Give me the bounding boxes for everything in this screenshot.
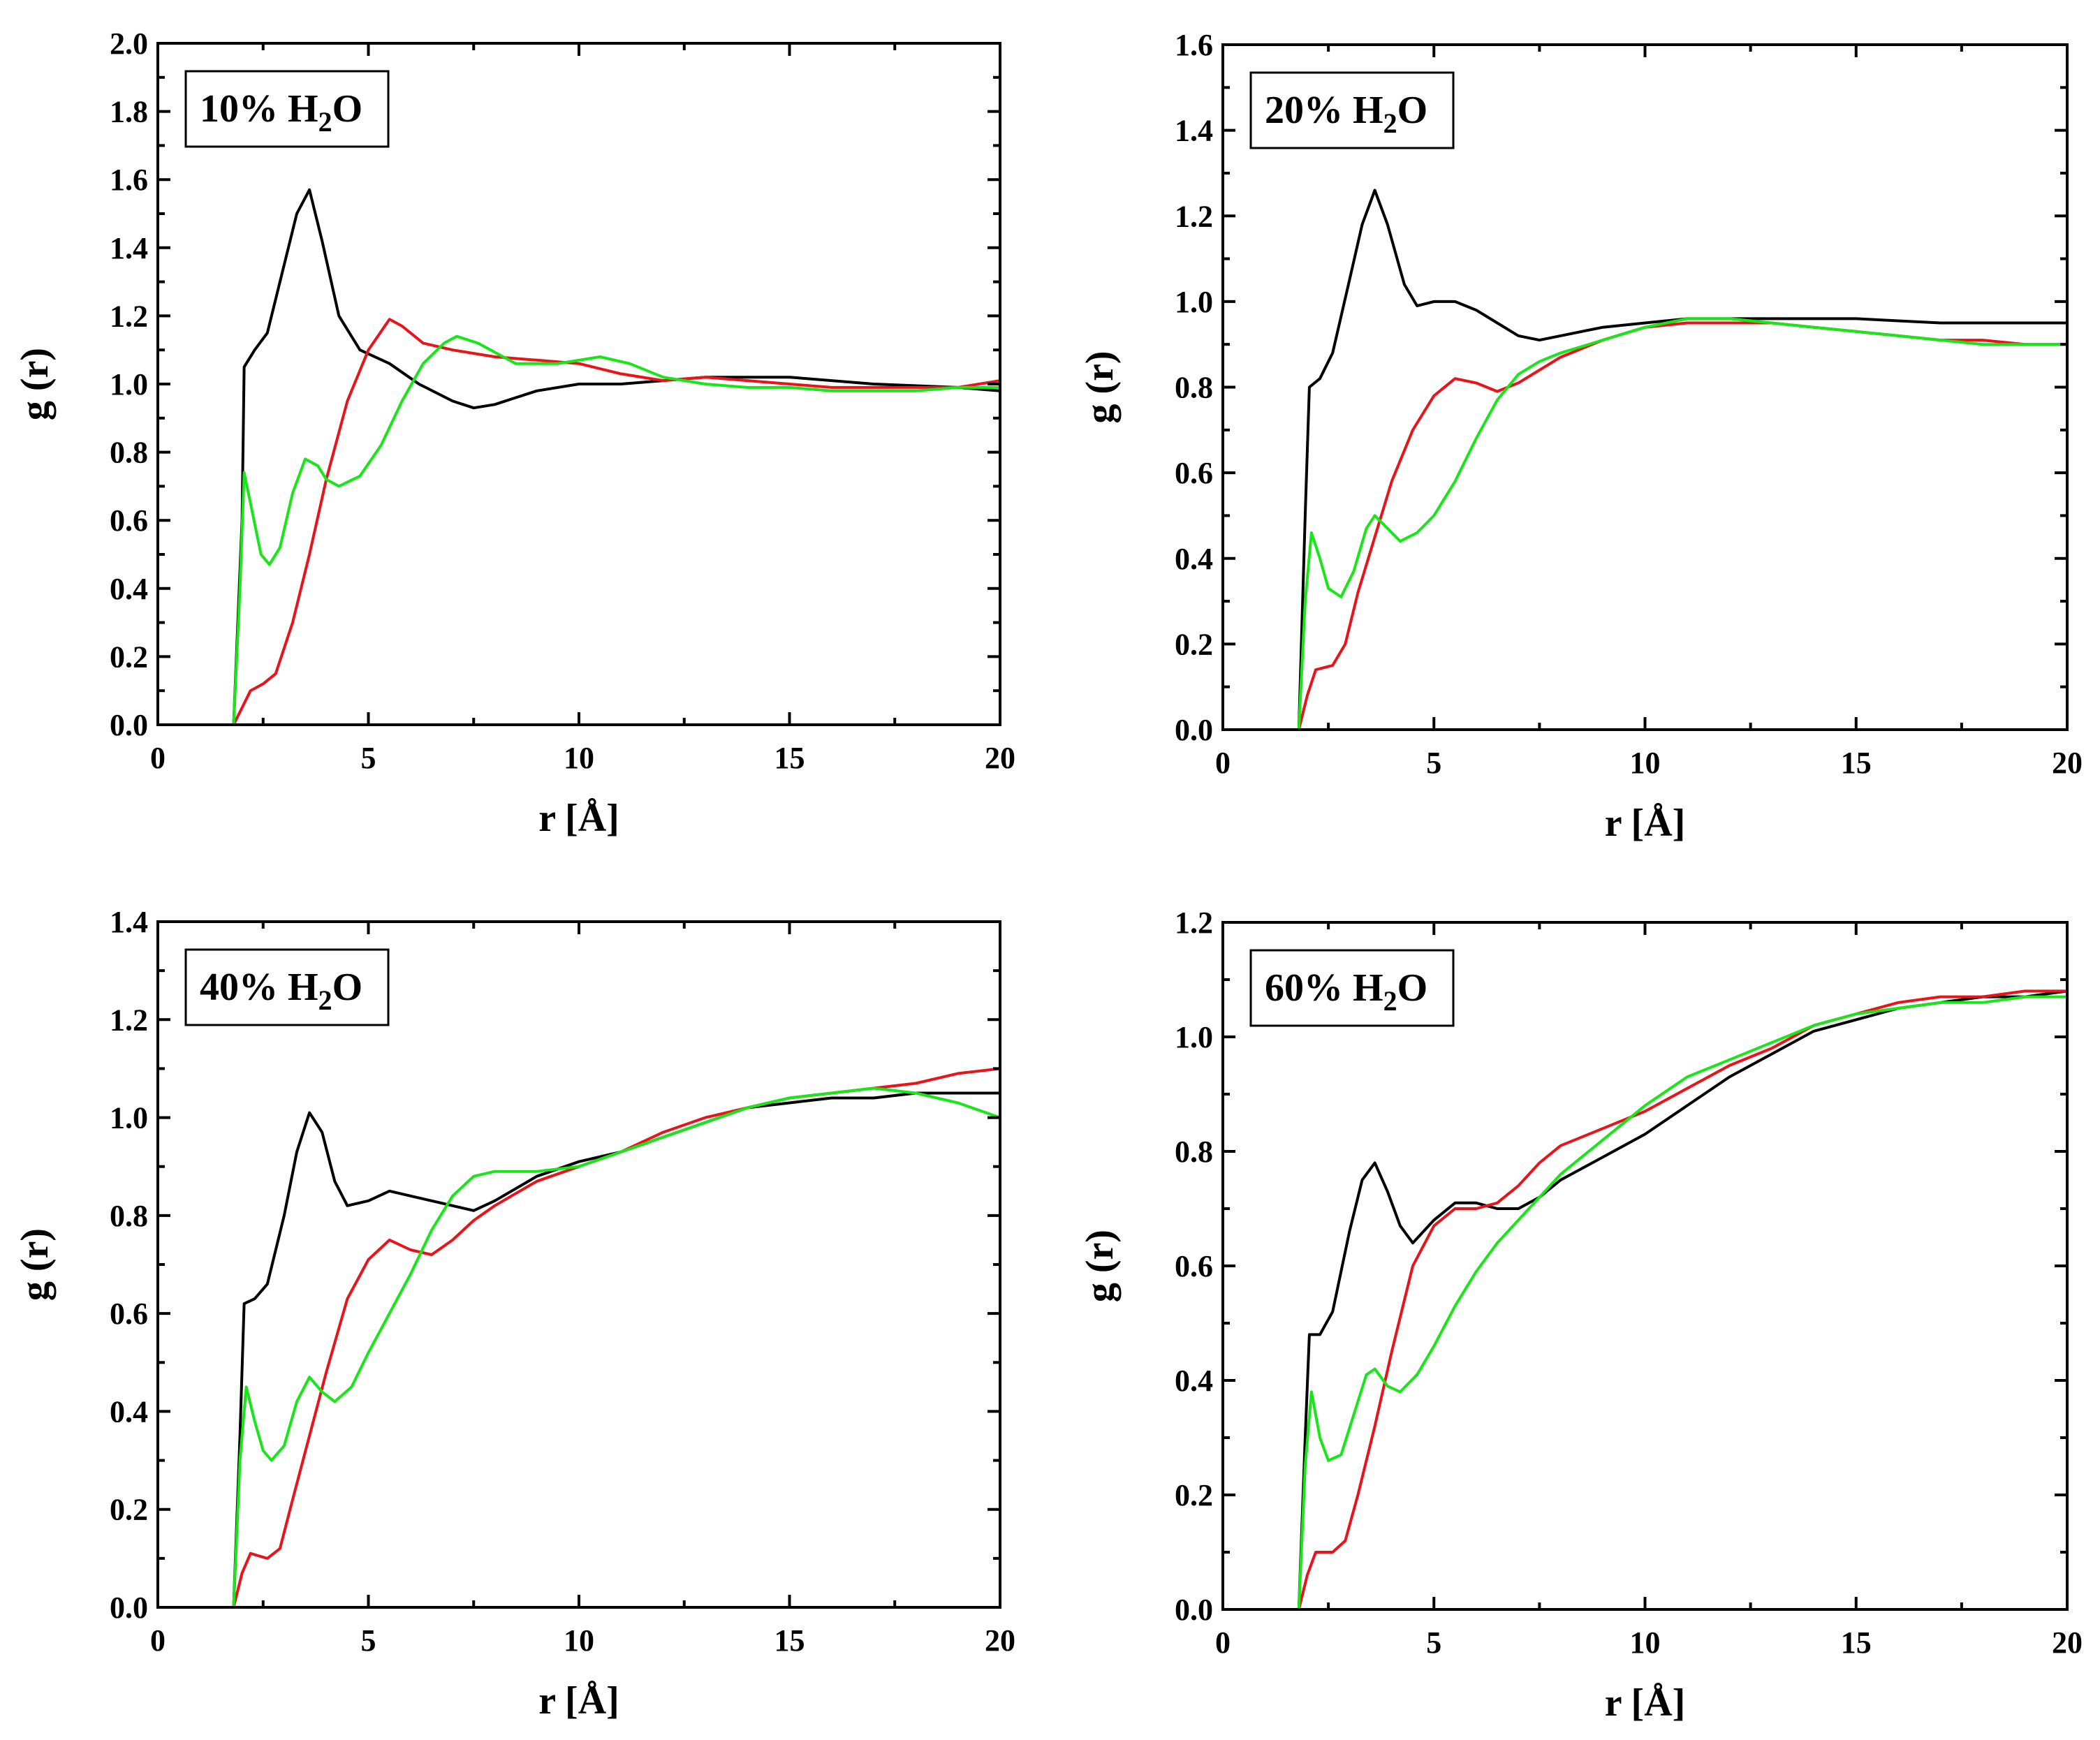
x-tick-label: 20 (2052, 1625, 2083, 1660)
series-line-black (156, 1091, 1001, 1609)
series-line-green (1221, 995, 2069, 1611)
x-tick-label: 20 (985, 741, 1015, 775)
series-line-black (1221, 189, 2069, 731)
y-tick-label: 1.0 (1175, 1020, 1213, 1054)
x-tick-label: 15 (774, 1623, 805, 1658)
label-box (1249, 71, 1455, 149)
y-tick-label: 1.4 (110, 905, 148, 939)
y-tick-label: 1.4 (110, 231, 148, 265)
y-tick-label: 0.0 (110, 1591, 148, 1625)
y-tick-label: 0.8 (1175, 371, 1213, 405)
x-tick-label: 10 (564, 741, 594, 775)
y-tick-label: 0.2 (1175, 1478, 1213, 1512)
x-tick-label: 0 (150, 1623, 166, 1658)
y-tick-label: 0.4 (110, 1394, 148, 1429)
x-tick-label: 10 (1630, 1625, 1661, 1660)
y-axis-title: g (r) (13, 348, 57, 420)
y-tick-label: 0.0 (1175, 713, 1213, 747)
y-axis-title: g (r) (13, 1228, 57, 1301)
x-tick-label: 0 (1215, 1625, 1231, 1660)
series-line-green (156, 334, 1001, 726)
y-tick-label: 1.0 (1175, 285, 1213, 319)
panel-1: 0 5 10 15 20 0.0 0.2 0.4 0.6 0.8 1.0 1.2 1.4 1.6 1.8 2.… (13, 27, 1015, 840)
y-tick-label: 0.0 (110, 708, 148, 742)
series-line-red (156, 1067, 1001, 1609)
x-tick-label: 20 (985, 1623, 1015, 1658)
x-tick-label: 10 (564, 1623, 594, 1658)
y-tick-label: 2.0 (110, 27, 148, 61)
y-axis-title: g (r) (1078, 351, 1122, 423)
x-axis-title: r [Å] (538, 1679, 619, 1723)
y-tick-label: 1.2 (1175, 906, 1213, 940)
x-tick-label: 5 (1426, 746, 1441, 780)
y-tick-label: 0.8 (110, 1199, 148, 1233)
panel-2: 0 5 10 15 20 0.0 0.2 0.4 0.6 0.8 1.0 1.2 1.4 1.6 r [Å]… (1078, 28, 2083, 845)
label-text: 40% H2O (200, 966, 362, 1016)
x-tick-label: 5 (361, 741, 376, 775)
x-axis-title: r [Å] (1605, 1681, 1686, 1725)
y-tick-label: 1.4 (1175, 114, 1213, 148)
y-tick-label: 1.6 (110, 163, 148, 197)
y-tick-label: 0.2 (1175, 627, 1213, 661)
y-tick-label: 1.0 (110, 1101, 148, 1135)
y-tick-label: 0.4 (1175, 1364, 1213, 1398)
y-tick-label: 0.2 (110, 640, 148, 674)
y-tick-label: 1.2 (1175, 199, 1213, 233)
series-line-red (1221, 989, 2069, 1611)
y-tick-label: 0.4 (1175, 542, 1213, 576)
y-tick-label: 0.8 (1175, 1135, 1213, 1169)
x-tick-label: 15 (1841, 1625, 1872, 1660)
y-tick-label: 1.0 (110, 367, 148, 401)
x-axis-title: r [Å] (538, 797, 619, 840)
label-text: 10% H2O (200, 87, 362, 138)
y-tick-label: 0.6 (110, 503, 148, 538)
y-tick-label: 0.8 (110, 436, 148, 470)
x-tick-label: 5 (1426, 1625, 1441, 1660)
x-tick-label: 0 (150, 741, 166, 775)
x-tick-label: 0 (1215, 746, 1231, 780)
series-line-black (156, 188, 1001, 726)
y-tick-label: 0.6 (1175, 456, 1213, 490)
x-tick-label: 20 (2052, 746, 2083, 780)
label-box (184, 948, 390, 1026)
x-tick-label: 15 (1841, 746, 1872, 780)
panel-3: 0 5 10 15 20 0.0 0.2 0.4 0.6 0.8 1.0 1.2 1.4 r [Å] g (… (13, 905, 1015, 1723)
label-box (184, 70, 390, 148)
series-line-red (1221, 321, 2069, 731)
series-line-red (156, 318, 1001, 726)
y-tick-label: 0.6 (1175, 1249, 1213, 1283)
label-text: 60% H2O (1265, 966, 1427, 1017)
y-tick-label: 0.6 (110, 1297, 148, 1331)
panel-4: 0 5 10 15 20 0.0 0.2 0.4 0.6 0.8 1.0 1.2 r [Å] g (r) 6… (1078, 906, 2083, 1725)
label-text: 20% H2O (1265, 89, 1427, 139)
x-tick-label: 15 (774, 741, 805, 775)
y-tick-label: 1.2 (110, 299, 148, 333)
x-axis-title: r [Å] (1605, 802, 1686, 845)
y-tick-label: 1.2 (110, 1003, 148, 1037)
series-line-black (1221, 989, 2069, 1611)
y-tick-label: 0.4 (110, 572, 148, 606)
y-tick-label: 1.8 (110, 95, 148, 129)
y-tick-label: 1.6 (1175, 28, 1213, 62)
y-tick-label: 0.0 (1175, 1593, 1213, 1627)
series-line-green (1221, 317, 2069, 731)
x-tick-label: 10 (1630, 746, 1661, 780)
label-box (1249, 949, 1455, 1027)
y-tick-label: 0.2 (110, 1493, 148, 1527)
series-line-green (156, 1086, 1001, 1609)
y-axis-title: g (r) (1078, 1230, 1122, 1302)
x-tick-label: 5 (361, 1623, 376, 1658)
